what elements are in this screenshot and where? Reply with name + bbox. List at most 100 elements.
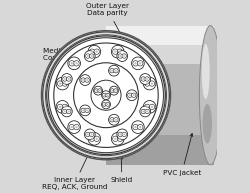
Circle shape bbox=[115, 90, 116, 91]
Circle shape bbox=[102, 93, 106, 97]
Polygon shape bbox=[106, 135, 214, 165]
Circle shape bbox=[102, 102, 106, 106]
Circle shape bbox=[69, 61, 74, 66]
Circle shape bbox=[134, 62, 137, 64]
Circle shape bbox=[110, 118, 114, 122]
Circle shape bbox=[81, 78, 86, 82]
Polygon shape bbox=[106, 26, 214, 63]
Circle shape bbox=[132, 121, 144, 133]
Circle shape bbox=[86, 79, 88, 81]
Ellipse shape bbox=[202, 104, 212, 143]
Circle shape bbox=[91, 55, 93, 57]
Circle shape bbox=[110, 89, 114, 92]
Circle shape bbox=[82, 109, 84, 111]
Circle shape bbox=[141, 109, 146, 114]
Circle shape bbox=[119, 51, 121, 53]
Circle shape bbox=[91, 134, 93, 135]
Circle shape bbox=[110, 86, 118, 95]
Circle shape bbox=[94, 89, 98, 92]
Circle shape bbox=[111, 132, 124, 145]
Circle shape bbox=[142, 111, 144, 112]
Circle shape bbox=[117, 51, 128, 61]
FancyBboxPatch shape bbox=[106, 26, 214, 165]
Circle shape bbox=[117, 136, 123, 141]
Circle shape bbox=[62, 81, 68, 86]
Circle shape bbox=[74, 124, 79, 130]
Circle shape bbox=[108, 114, 119, 125]
Circle shape bbox=[111, 45, 124, 58]
Circle shape bbox=[48, 38, 164, 153]
Circle shape bbox=[104, 94, 105, 96]
Circle shape bbox=[122, 132, 126, 137]
Circle shape bbox=[43, 32, 169, 158]
Circle shape bbox=[151, 82, 153, 85]
Circle shape bbox=[68, 78, 70, 80]
Circle shape bbox=[115, 70, 117, 72]
Circle shape bbox=[96, 51, 98, 53]
Circle shape bbox=[123, 55, 125, 57]
Circle shape bbox=[82, 79, 84, 81]
Circle shape bbox=[141, 77, 146, 81]
Circle shape bbox=[133, 94, 135, 96]
Ellipse shape bbox=[202, 44, 210, 99]
Circle shape bbox=[62, 106, 72, 117]
Circle shape bbox=[114, 138, 116, 140]
Circle shape bbox=[119, 134, 121, 135]
Circle shape bbox=[47, 36, 165, 155]
Circle shape bbox=[119, 55, 121, 57]
Circle shape bbox=[58, 81, 63, 86]
Ellipse shape bbox=[199, 26, 222, 165]
Circle shape bbox=[81, 108, 86, 113]
Circle shape bbox=[86, 54, 90, 58]
Circle shape bbox=[146, 82, 148, 85]
Circle shape bbox=[64, 78, 66, 80]
Circle shape bbox=[104, 104, 105, 105]
Circle shape bbox=[87, 134, 89, 135]
Circle shape bbox=[113, 49, 118, 54]
Circle shape bbox=[118, 54, 122, 58]
Circle shape bbox=[64, 106, 66, 108]
Circle shape bbox=[132, 93, 136, 97]
Circle shape bbox=[71, 126, 73, 128]
Circle shape bbox=[143, 77, 156, 90]
Circle shape bbox=[107, 94, 108, 96]
Text: Shield: Shield bbox=[111, 156, 133, 184]
Circle shape bbox=[86, 109, 88, 111]
Circle shape bbox=[94, 86, 102, 95]
Circle shape bbox=[68, 57, 80, 70]
Circle shape bbox=[144, 81, 150, 86]
Circle shape bbox=[119, 138, 121, 140]
Circle shape bbox=[151, 106, 153, 108]
Circle shape bbox=[102, 91, 110, 100]
Circle shape bbox=[68, 121, 80, 133]
Circle shape bbox=[80, 75, 90, 85]
Circle shape bbox=[75, 126, 78, 128]
Circle shape bbox=[90, 132, 94, 137]
Circle shape bbox=[145, 77, 149, 81]
Circle shape bbox=[111, 70, 113, 72]
Circle shape bbox=[42, 31, 170, 160]
Circle shape bbox=[143, 101, 156, 113]
Circle shape bbox=[144, 104, 150, 110]
Circle shape bbox=[99, 90, 100, 91]
Circle shape bbox=[102, 100, 110, 109]
Circle shape bbox=[85, 78, 89, 82]
Circle shape bbox=[126, 90, 137, 101]
Circle shape bbox=[94, 49, 100, 54]
Circle shape bbox=[146, 78, 148, 80]
Circle shape bbox=[149, 104, 155, 110]
Circle shape bbox=[106, 93, 110, 97]
Circle shape bbox=[85, 108, 89, 113]
Circle shape bbox=[142, 78, 144, 80]
Circle shape bbox=[117, 49, 123, 54]
Circle shape bbox=[139, 62, 141, 64]
Circle shape bbox=[122, 54, 126, 58]
Circle shape bbox=[89, 136, 95, 141]
Circle shape bbox=[140, 106, 150, 117]
Circle shape bbox=[106, 102, 110, 106]
Circle shape bbox=[54, 43, 158, 147]
Circle shape bbox=[139, 126, 141, 128]
Circle shape bbox=[59, 82, 61, 85]
Circle shape bbox=[114, 51, 116, 53]
Circle shape bbox=[63, 77, 67, 81]
